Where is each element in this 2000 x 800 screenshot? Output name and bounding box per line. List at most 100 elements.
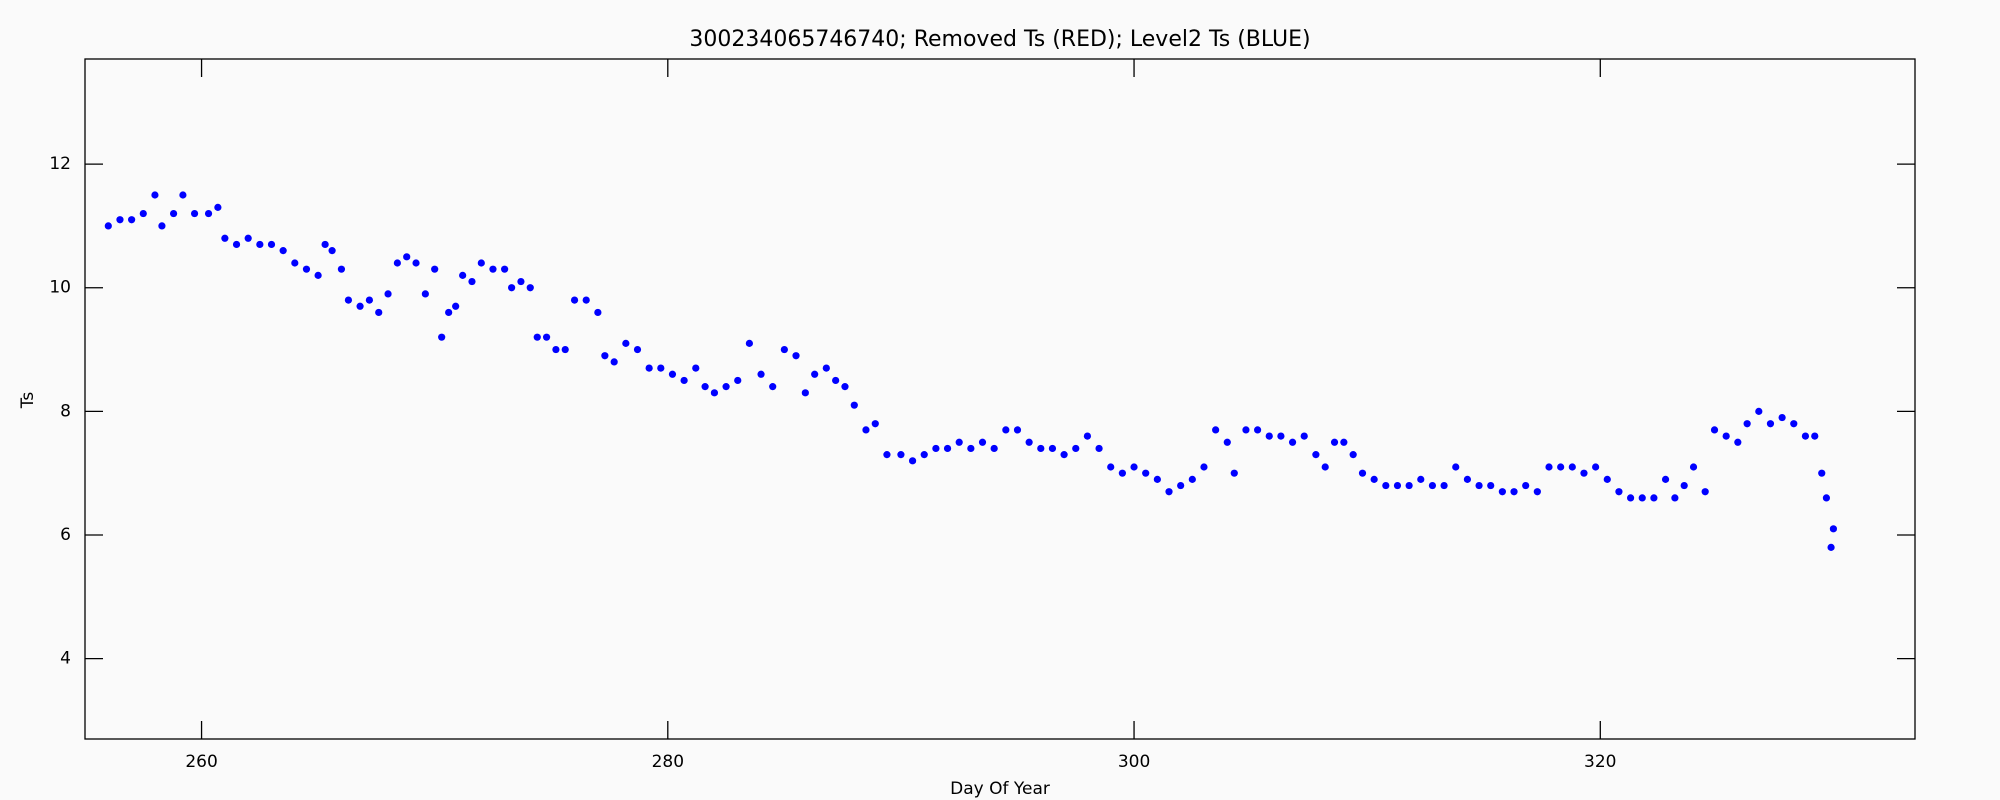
data-point [1755, 407, 1763, 415]
data-point [384, 290, 392, 298]
data-point [1790, 420, 1798, 428]
data-point [1428, 481, 1437, 490]
data-point [1829, 525, 1838, 533]
chart-title: 300234065746740; Removed Ts (RED); Level… [689, 27, 1310, 52]
data-point [1522, 481, 1530, 490]
data-point [1822, 494, 1831, 502]
data-point [517, 277, 525, 286]
data-point [393, 259, 401, 267]
data-point [594, 308, 602, 317]
data-point [421, 290, 429, 298]
data-point [780, 345, 788, 354]
data-point [1475, 481, 1483, 490]
data-point [701, 383, 709, 391]
data-point [468, 277, 476, 286]
data-point [459, 271, 467, 279]
data-point [908, 457, 917, 465]
data-point [1722, 432, 1730, 440]
data-point [1288, 438, 1297, 446]
data-point [314, 271, 322, 279]
data-point [232, 240, 241, 249]
data-point [1212, 426, 1220, 434]
y-tick-label: 6 [60, 525, 71, 545]
data-point [1037, 444, 1045, 453]
data-point [477, 259, 485, 267]
data-point [1370, 475, 1378, 483]
data-point [438, 333, 446, 341]
data-point [1405, 481, 1413, 490]
data-point [1242, 426, 1250, 434]
data-point [622, 339, 630, 347]
data-point [1592, 463, 1600, 471]
data-point [190, 209, 199, 218]
data-point [1060, 451, 1068, 459]
data-point [403, 253, 411, 261]
data-point [365, 296, 374, 304]
data-point [1358, 469, 1367, 477]
data-point [267, 240, 276, 249]
data-point [552, 345, 560, 354]
data-point [1710, 426, 1719, 434]
data-point [745, 339, 753, 347]
data-point [1510, 488, 1518, 496]
data-point [570, 296, 579, 304]
data-point [955, 438, 963, 446]
data-point [1766, 420, 1775, 428]
data-point [871, 420, 879, 428]
data-point [291, 259, 299, 267]
data-point [822, 364, 830, 372]
data-point [734, 376, 742, 385]
data-point [1671, 494, 1679, 502]
plot-frame [84, 58, 1916, 740]
data-point [582, 296, 590, 304]
x-tick-label: 260 [185, 752, 217, 772]
data-point [412, 259, 420, 267]
data-point [452, 302, 460, 310]
data-point [1277, 432, 1285, 440]
data-point [978, 438, 987, 446]
data-point [1153, 475, 1161, 483]
data-point [1072, 444, 1080, 453]
data-point [920, 451, 928, 459]
data-point [561, 345, 569, 354]
data-point [1557, 463, 1565, 471]
data-point [169, 209, 178, 218]
data-point [445, 308, 453, 317]
data-point [179, 191, 187, 199]
data-point [501, 265, 509, 273]
data-point [1230, 469, 1238, 477]
data-point [668, 370, 677, 378]
x-tick-label: 300 [1118, 752, 1150, 772]
data-point [1130, 463, 1138, 471]
data-point [431, 265, 439, 273]
data-point [128, 216, 136, 224]
data-point [533, 333, 541, 341]
data-point [1083, 432, 1092, 440]
data-point [1650, 494, 1658, 502]
data-point [1048, 444, 1057, 453]
data-point [1734, 438, 1742, 446]
data-point [1312, 451, 1320, 459]
data-point [792, 352, 800, 360]
data-point [1118, 469, 1126, 477]
data-point [116, 216, 124, 224]
data-point [1701, 488, 1709, 496]
data-point [1393, 481, 1402, 490]
data-point [1626, 494, 1635, 502]
data-point [302, 265, 311, 273]
data-point [722, 383, 730, 391]
y-axis-label: Ts [18, 392, 38, 410]
data-point [645, 364, 653, 372]
data-point [1827, 543, 1835, 551]
data-point [204, 209, 213, 218]
data-point [328, 247, 336, 255]
data-point [321, 240, 329, 249]
data-point [337, 265, 346, 273]
data-point [990, 444, 998, 453]
data-point [1818, 469, 1826, 477]
data-point [1778, 413, 1786, 422]
data-point [256, 240, 264, 249]
data-point [1487, 481, 1495, 490]
data-point [526, 284, 534, 292]
